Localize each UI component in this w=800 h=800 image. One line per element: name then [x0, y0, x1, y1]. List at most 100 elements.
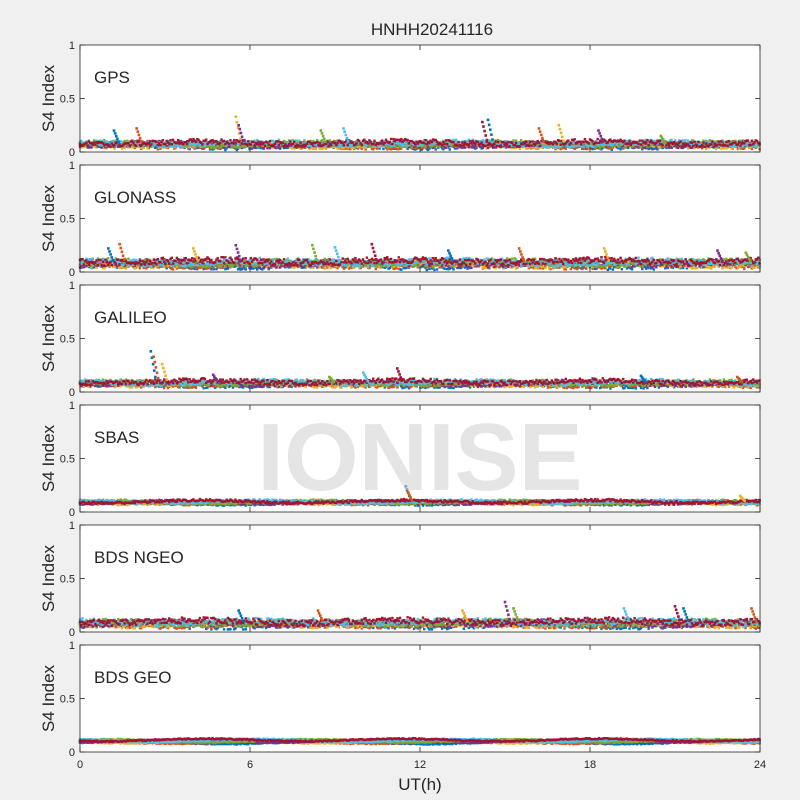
data-point	[579, 141, 581, 143]
data-point	[352, 141, 354, 143]
data-point	[640, 146, 642, 148]
spike-point	[322, 135, 325, 138]
spike-point	[539, 130, 542, 133]
data-point	[117, 146, 119, 148]
data-point	[457, 141, 459, 143]
spike-point	[242, 139, 245, 142]
data-point	[168, 142, 170, 144]
spike-point	[541, 137, 544, 140]
data-point	[288, 143, 290, 145]
data-point	[195, 141, 197, 143]
data-point	[487, 147, 489, 149]
data-point	[390, 138, 392, 140]
data-point	[102, 142, 104, 144]
data-point	[355, 142, 357, 144]
data-point	[325, 143, 327, 145]
data-point	[463, 144, 465, 146]
data-point	[728, 140, 730, 142]
data-point	[724, 144, 726, 146]
data-point	[711, 141, 713, 143]
data-point	[558, 140, 560, 142]
data-point	[417, 142, 419, 144]
data-point	[452, 141, 454, 143]
data-point	[599, 146, 601, 148]
data-point	[628, 140, 630, 142]
spike-point	[664, 142, 667, 145]
data-point	[646, 139, 648, 141]
data-point	[177, 139, 179, 141]
data-point	[433, 269, 435, 271]
data-point	[215, 140, 217, 142]
data-point	[598, 142, 600, 144]
data-point	[428, 268, 430, 270]
data-point	[248, 146, 250, 148]
data-point	[113, 148, 115, 150]
data-point	[169, 139, 171, 141]
data-point	[201, 143, 203, 145]
data-point	[424, 146, 426, 148]
data-point	[85, 142, 87, 144]
data-point	[385, 145, 387, 147]
spike-point	[320, 129, 323, 132]
data-point	[135, 145, 137, 147]
data-point	[310, 145, 312, 147]
data-point	[436, 268, 438, 270]
data-point	[222, 267, 224, 269]
data-point	[584, 138, 586, 140]
data-point	[340, 145, 342, 147]
data-point	[382, 148, 384, 150]
spike-point	[117, 140, 120, 143]
data-point	[250, 143, 252, 145]
data-point	[405, 142, 407, 144]
data-point	[566, 145, 568, 147]
data-point	[436, 141, 438, 143]
data-point	[315, 148, 317, 150]
data-point	[186, 143, 188, 145]
data-point	[543, 146, 545, 148]
data-point	[456, 144, 458, 146]
data-point	[190, 138, 192, 140]
data-point	[758, 143, 760, 145]
spike-point	[560, 132, 563, 135]
spike-point	[597, 129, 600, 132]
data-point	[692, 145, 694, 147]
data-point	[758, 148, 760, 150]
data-point	[647, 144, 649, 146]
data-point	[556, 146, 558, 148]
data-point	[278, 144, 280, 146]
data-point	[159, 144, 161, 146]
data-point	[734, 146, 736, 148]
data-point	[538, 142, 540, 144]
spike-point	[484, 134, 487, 137]
data-point	[552, 143, 554, 145]
data-point	[640, 143, 642, 145]
data-point	[704, 146, 706, 148]
data-point	[321, 148, 323, 150]
data-point	[688, 145, 690, 147]
data-point	[553, 146, 555, 148]
data-point	[665, 144, 667, 146]
data-point	[172, 268, 174, 270]
data-point	[205, 138, 207, 140]
data-point	[176, 142, 178, 144]
data-point	[661, 144, 663, 146]
data-point	[661, 147, 663, 149]
data-point	[376, 147, 378, 149]
data-point	[167, 265, 169, 267]
data-point	[306, 143, 308, 145]
data-point	[443, 268, 445, 270]
data-point	[330, 144, 332, 146]
data-point	[718, 140, 720, 142]
spike-point	[236, 121, 239, 124]
data-point	[257, 141, 259, 143]
data-point	[191, 140, 193, 142]
spike-point	[235, 115, 238, 118]
data-point	[673, 141, 675, 143]
data-point	[380, 142, 382, 144]
spike-point	[598, 132, 601, 135]
data-point	[639, 139, 641, 141]
spike-point	[542, 140, 545, 143]
data-point	[753, 141, 755, 143]
